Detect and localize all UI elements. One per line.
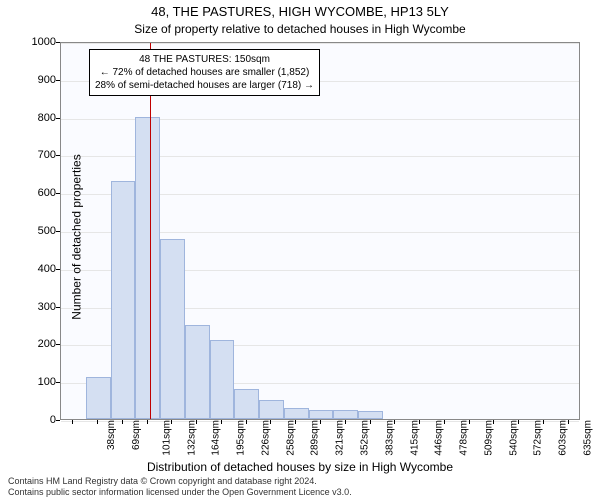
- y-tick-label: 900: [20, 74, 56, 86]
- x-tick-label: 540sqm: [508, 420, 519, 456]
- reference-line: [150, 43, 151, 419]
- x-tick-mark: [97, 420, 98, 424]
- x-tick-mark: [147, 420, 148, 424]
- plot-area: 48 THE PASTURES: 150sqm← 72% of detached…: [60, 42, 580, 420]
- x-tick-label: 446sqm: [434, 420, 445, 456]
- x-tick-mark: [493, 420, 494, 424]
- y-tick-mark: [56, 307, 60, 308]
- annotation-line: 48 THE PASTURES: 150sqm: [95, 53, 314, 66]
- histogram-bar: [210, 340, 235, 419]
- x-axis-label: Distribution of detached houses by size …: [0, 460, 600, 474]
- footer-line-2: Contains public sector information licen…: [8, 487, 352, 498]
- x-tick-label: 352sqm: [360, 420, 371, 456]
- y-tick-label: 400: [20, 263, 56, 275]
- footer-line-1: Contains HM Land Registry data © Crown c…: [8, 476, 352, 487]
- x-tick-mark: [394, 420, 395, 424]
- y-tick-mark: [56, 382, 60, 383]
- x-tick-label: 572sqm: [533, 420, 544, 456]
- x-tick-mark: [171, 420, 172, 424]
- y-tick-mark: [56, 269, 60, 270]
- x-tick-mark: [221, 420, 222, 424]
- x-tick-mark: [469, 420, 470, 424]
- y-tick-label: 500: [20, 225, 56, 237]
- histogram-bar: [86, 377, 111, 419]
- x-tick-label: 164sqm: [211, 420, 222, 456]
- y-tick-mark: [56, 42, 60, 43]
- x-tick-label: 101sqm: [161, 420, 172, 456]
- y-tick-label: 600: [20, 187, 56, 199]
- histogram-bar: [333, 410, 358, 419]
- x-tick-label: 289sqm: [310, 420, 321, 456]
- chart-title-sub: Size of property relative to detached ho…: [0, 22, 600, 36]
- x-tick-mark: [345, 420, 346, 424]
- x-tick-mark: [518, 420, 519, 424]
- x-tick-mark: [320, 420, 321, 424]
- x-tick-mark: [295, 420, 296, 424]
- histogram-bar: [309, 410, 334, 419]
- x-tick-mark: [246, 420, 247, 424]
- x-tick-mark: [122, 420, 123, 424]
- y-axis-label: Number of detached properties: [70, 154, 84, 319]
- x-tick-mark: [444, 420, 445, 424]
- x-tick-mark: [270, 420, 271, 424]
- histogram-bar: [284, 408, 309, 419]
- x-tick-mark: [370, 420, 371, 424]
- y-tick-mark: [56, 118, 60, 119]
- x-tick-mark: [196, 420, 197, 424]
- annotation-box: 48 THE PASTURES: 150sqm← 72% of detached…: [89, 49, 320, 96]
- x-tick-mark: [72, 420, 73, 424]
- x-tick-label: 195sqm: [236, 420, 247, 456]
- histogram-bar: [160, 239, 185, 419]
- y-tick-mark: [56, 420, 60, 421]
- footer-attribution: Contains HM Land Registry data © Crown c…: [8, 476, 352, 498]
- histogram-bar: [358, 411, 383, 419]
- y-tick-label: 0: [20, 414, 56, 426]
- y-tick-label: 100: [20, 376, 56, 388]
- y-tick-label: 300: [20, 301, 56, 313]
- y-tick-mark: [56, 155, 60, 156]
- y-tick-mark: [56, 193, 60, 194]
- y-tick-label: 800: [20, 112, 56, 124]
- annotation-line: 28% of semi-detached houses are larger (…: [95, 79, 314, 92]
- histogram-bar: [234, 389, 259, 419]
- x-tick-label: 383sqm: [384, 420, 395, 456]
- x-tick-label: 415sqm: [409, 420, 420, 456]
- x-tick-label: 635sqm: [582, 420, 593, 456]
- x-tick-label: 38sqm: [106, 420, 117, 450]
- x-tick-label: 258sqm: [285, 420, 296, 456]
- x-tick-label: 69sqm: [131, 420, 142, 450]
- x-tick-label: 132sqm: [186, 420, 197, 456]
- x-tick-mark: [543, 420, 544, 424]
- y-tick-label: 700: [20, 149, 56, 161]
- x-tick-mark: [568, 420, 569, 424]
- chart-title-main: 48, THE PASTURES, HIGH WYCOMBE, HP13 5LY: [0, 4, 600, 19]
- x-tick-label: 478sqm: [459, 420, 470, 456]
- y-tick-label: 1000: [20, 36, 56, 48]
- histogram-bar: [185, 325, 210, 420]
- histogram-bar: [111, 181, 136, 419]
- y-tick-label: 200: [20, 338, 56, 350]
- y-tick-mark: [56, 344, 60, 345]
- x-tick-label: 509sqm: [483, 420, 494, 456]
- y-tick-mark: [56, 80, 60, 81]
- annotation-line: ← 72% of detached houses are smaller (1,…: [95, 66, 314, 79]
- grid-line: [61, 43, 579, 44]
- x-tick-label: 603sqm: [558, 420, 569, 456]
- x-tick-mark: [419, 420, 420, 424]
- x-tick-label: 321sqm: [335, 420, 346, 456]
- histogram-bar: [259, 400, 284, 419]
- x-tick-label: 226sqm: [261, 420, 272, 456]
- y-tick-mark: [56, 231, 60, 232]
- histogram-bar: [135, 117, 160, 419]
